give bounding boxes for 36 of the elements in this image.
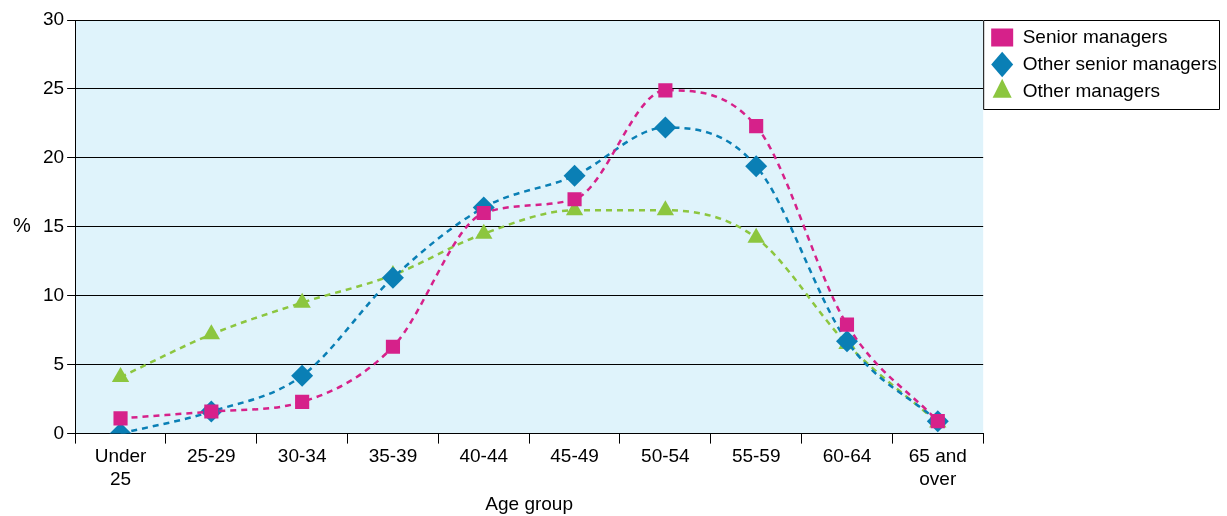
y-tick-label: 30 [42, 8, 65, 30]
x-tick-label: Under 25 [94, 445, 148, 490]
x-tick-label: 60-64 [822, 445, 872, 467]
y-tick-label: 25 [42, 77, 65, 99]
x-tick-label: 25-29 [187, 445, 236, 467]
point [476, 205, 491, 221]
y-tick-label: 10 [42, 283, 65, 305]
x-tick-label: 45-49 [550, 445, 599, 467]
point [385, 339, 401, 354]
x-tick-label: 35-39 [368, 445, 418, 467]
point [654, 116, 677, 139]
point [839, 317, 855, 332]
y-axis-title: % [13, 214, 32, 237]
x-tick-label: 30-34 [277, 445, 327, 467]
y-tick-label: 0 [53, 421, 65, 443]
point [567, 192, 582, 207]
legend-label: Other managers [1022, 79, 1160, 101]
x-tick-label: 65 and over [908, 445, 967, 490]
point [295, 394, 310, 409]
point [658, 83, 673, 98]
x-tick-label: 50-54 [641, 445, 691, 467]
x-tick-label: 55-59 [731, 445, 781, 467]
y-tick-label: 5 [53, 352, 65, 374]
point [381, 266, 404, 289]
y-tick-label: 15 [42, 215, 65, 237]
point [111, 367, 130, 383]
y-tick-label: 20 [42, 146, 65, 168]
point [749, 119, 764, 134]
legend-label: Senior managers [1022, 25, 1168, 47]
point [113, 411, 128, 426]
point [563, 164, 586, 187]
point [745, 155, 768, 178]
x-tick-label: 40-44 [459, 445, 509, 467]
x-axis-title: Age group [485, 492, 573, 514]
legend-label: Other senior managers [1022, 52, 1218, 74]
point [291, 364, 314, 387]
